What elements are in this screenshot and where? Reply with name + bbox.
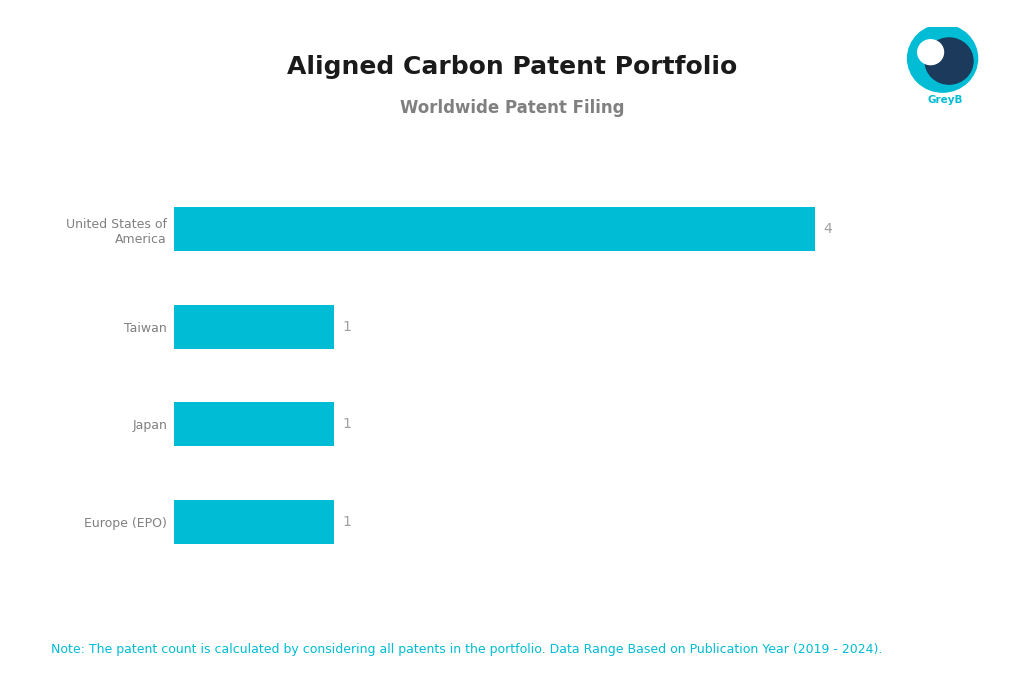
Text: Aligned Carbon Patent Portfolio: Aligned Carbon Patent Portfolio: [287, 55, 737, 79]
Circle shape: [925, 38, 973, 84]
Text: 1: 1: [342, 515, 351, 529]
Text: 1: 1: [342, 417, 351, 432]
Circle shape: [918, 40, 943, 65]
Bar: [174, 500, 335, 544]
Bar: [174, 402, 335, 447]
Text: Worldwide Patent Filing: Worldwide Patent Filing: [399, 99, 625, 117]
Text: GreyB: GreyB: [928, 96, 964, 105]
Bar: [174, 305, 335, 349]
Bar: [174, 208, 815, 251]
Text: Note: The patent count is calculated by considering all patents in the portfolio: Note: The patent count is calculated by …: [51, 643, 883, 656]
Text: 4: 4: [823, 222, 831, 236]
Text: 1: 1: [342, 320, 351, 334]
Circle shape: [907, 25, 978, 92]
